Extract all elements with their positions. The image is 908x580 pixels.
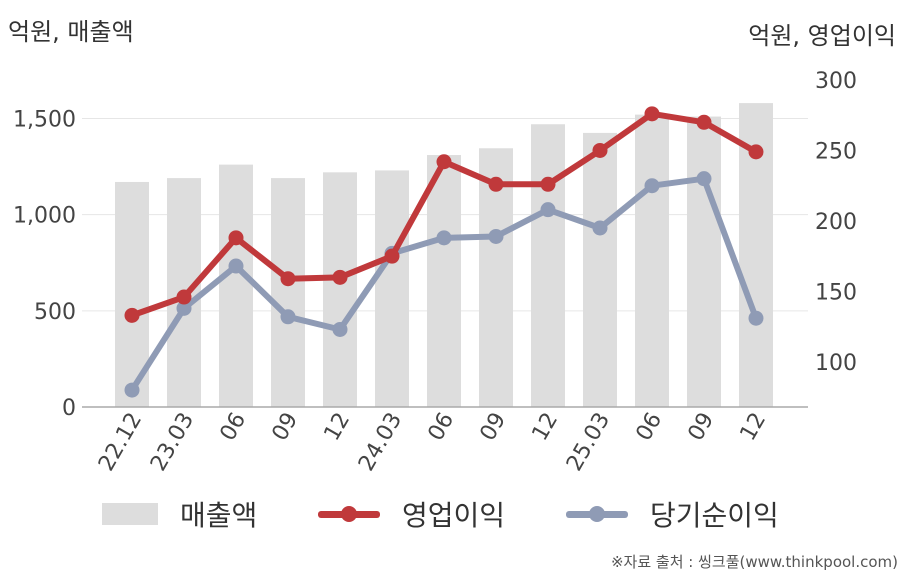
- legend-label-operating-profit: 영업이익: [402, 499, 506, 532]
- x-tick-label: 09: [476, 409, 512, 446]
- bar-revenue: [271, 178, 305, 407]
- left-tick-label: 1,500: [13, 107, 76, 132]
- bar-revenue: [323, 172, 357, 407]
- right-tick-label: 250: [815, 139, 857, 164]
- point-operating-profit: [176, 289, 192, 305]
- left-tick-label: 500: [34, 300, 76, 325]
- bar-revenue: [219, 164, 253, 407]
- x-tick-label: 06: [632, 409, 668, 446]
- point-net-income: [436, 230, 452, 246]
- x-tick-label: 24.03: [354, 409, 407, 476]
- x-tick-label: 23.03: [146, 409, 199, 476]
- point-net-income: [696, 171, 712, 187]
- x-tick-label: 09: [684, 409, 720, 446]
- bar-revenue: [635, 114, 669, 407]
- bar-revenue: [375, 170, 409, 407]
- point-operating-profit: [488, 176, 504, 192]
- legend-swatch-net-income: [566, 503, 628, 525]
- point-net-income: [332, 321, 348, 337]
- point-operating-profit: [696, 114, 712, 130]
- legend-swatch-revenue: [102, 503, 158, 525]
- right-tick-label: 200: [815, 210, 857, 235]
- point-operating-profit: [332, 269, 348, 285]
- left-tick-label: 1,000: [13, 204, 76, 229]
- legend-item-revenue: 매출액: [102, 492, 257, 536]
- x-tick-label: 25.03: [562, 409, 615, 476]
- left-tick-label: 0: [62, 396, 76, 421]
- left-axis-unit: 억원, 매출액: [8, 18, 134, 46]
- point-net-income: [228, 258, 244, 274]
- x-tick-label: 06: [216, 409, 252, 446]
- bar-revenue: [427, 155, 461, 407]
- legend-label-net-income: 당기순이익: [650, 499, 779, 532]
- point-net-income: [748, 310, 764, 326]
- point-operating-profit: [124, 307, 140, 323]
- bars-revenue: [115, 103, 773, 408]
- x-tick-label: 09: [268, 409, 304, 446]
- point-operating-profit: [748, 144, 764, 160]
- right-tick-label: 300: [815, 69, 857, 94]
- point-operating-profit: [384, 248, 400, 264]
- x-tick-label: 22.12: [94, 409, 147, 476]
- point-operating-profit: [280, 271, 296, 287]
- legend: 매출액 영업이익 당기순이익: [0, 492, 908, 536]
- source-note: ※자료 출처 : 씽크풀(www.thinkpool.com): [610, 553, 898, 571]
- point-net-income: [124, 382, 140, 398]
- series-lines: [124, 106, 764, 398]
- bar-revenue: [583, 132, 617, 407]
- point-net-income: [488, 228, 504, 244]
- legend-label-revenue: 매출액: [180, 499, 258, 532]
- point-operating-profit: [644, 106, 660, 122]
- point-operating-profit: [592, 142, 608, 158]
- bar-revenue: [531, 124, 565, 407]
- right-axis-unit: 억원, 영업이익: [748, 22, 896, 50]
- legend-swatch-operating-profit: [318, 503, 380, 525]
- point-operating-profit: [228, 230, 244, 246]
- point-net-income: [540, 202, 556, 218]
- right-tick-label: 150: [815, 280, 857, 305]
- legend-item-operating-profit: 영업이익: [318, 492, 505, 536]
- point-net-income: [280, 309, 296, 325]
- x-tick-label: 12: [528, 409, 564, 446]
- x-tick-label: 06: [424, 409, 460, 446]
- x-tick-label: 12: [736, 409, 772, 446]
- point-operating-profit: [436, 154, 452, 170]
- bar-revenue: [687, 116, 721, 407]
- point-net-income: [176, 300, 192, 316]
- point-operating-profit: [540, 176, 556, 192]
- point-net-income: [592, 220, 608, 236]
- x-tick-label: 12: [320, 409, 356, 446]
- right-tick-label: 100: [815, 351, 857, 376]
- legend-item-net-income: 당기순이익: [566, 492, 779, 536]
- point-net-income: [644, 178, 660, 194]
